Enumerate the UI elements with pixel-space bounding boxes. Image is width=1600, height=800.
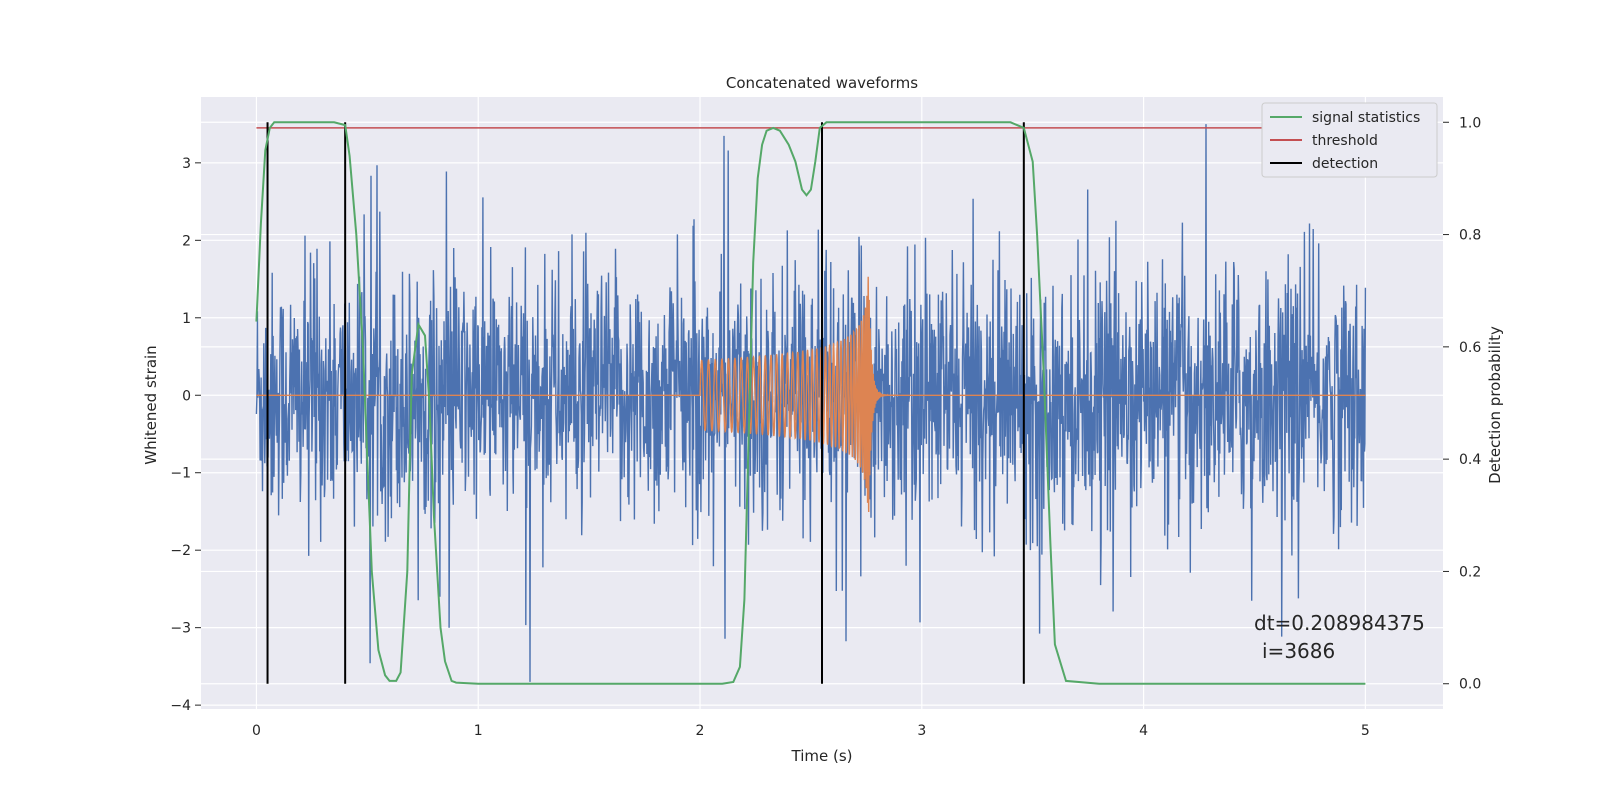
- legend-label-threshold: threshold: [1312, 133, 1378, 149]
- y-right-tick-label: 0.6: [1459, 340, 1481, 356]
- y-tick-label: −4: [170, 698, 191, 714]
- x-axis-label: Time (s): [791, 747, 853, 765]
- y-right-tick-label: 1.0: [1459, 115, 1481, 131]
- y-tick-label: −3: [170, 621, 191, 637]
- y-tick-label: −1: [170, 466, 191, 482]
- signal-statistics-line: [255, 121, 1366, 685]
- x-tick-label: 1: [474, 723, 483, 739]
- legend: signal statistics threshold detection: [1261, 102, 1438, 178]
- legend-label-detection: detection: [1312, 156, 1378, 172]
- legend-box: [1261, 102, 1438, 178]
- waveform-series: [256, 276, 1366, 513]
- y-tick-label: 2: [182, 233, 191, 249]
- y-right-tick-labels: 0.0 0.2 0.4 0.6 0.8 1.0: [1443, 115, 1481, 693]
- signal-statistics-series: [255, 121, 1366, 685]
- detection-series: [266, 122, 1025, 684]
- waveform-trace: [256, 276, 1366, 513]
- y-tick-label: 0: [182, 388, 191, 404]
- x-tick-label: 0: [252, 723, 261, 739]
- y-tick-label: 1: [182, 311, 191, 327]
- y-right-tick-label: 0.2: [1459, 564, 1481, 580]
- y-right-tick-label: 0.4: [1459, 452, 1481, 468]
- annotation-dt: dt=0.208984375: [1254, 611, 1425, 635]
- x-tick-label: 3: [917, 723, 926, 739]
- legend-label-signal-statistics: signal statistics: [1312, 110, 1420, 126]
- x-tick-label: 2: [696, 723, 705, 739]
- y-tick-labels: −4 −3 −2 −1 0 1 2 3: [170, 156, 201, 714]
- y-right-tick-label: 0.8: [1459, 228, 1481, 244]
- y-right-axis-label: Detection probability: [1486, 326, 1504, 484]
- y-tick-label: 3: [182, 156, 191, 172]
- x-tick-labels: 0 1 2 3 4 5: [252, 723, 1370, 739]
- x-tick-label: 4: [1139, 723, 1148, 739]
- y-tick-label: −2: [170, 543, 191, 559]
- y-right-tick-label: 0.0: [1459, 677, 1481, 693]
- annotation-i: i=3686: [1262, 639, 1335, 663]
- chart-title: Concatenated waveforms: [726, 74, 918, 92]
- x-tick-label: 5: [1361, 723, 1370, 739]
- y-axis-label: Whitened strain: [142, 345, 160, 464]
